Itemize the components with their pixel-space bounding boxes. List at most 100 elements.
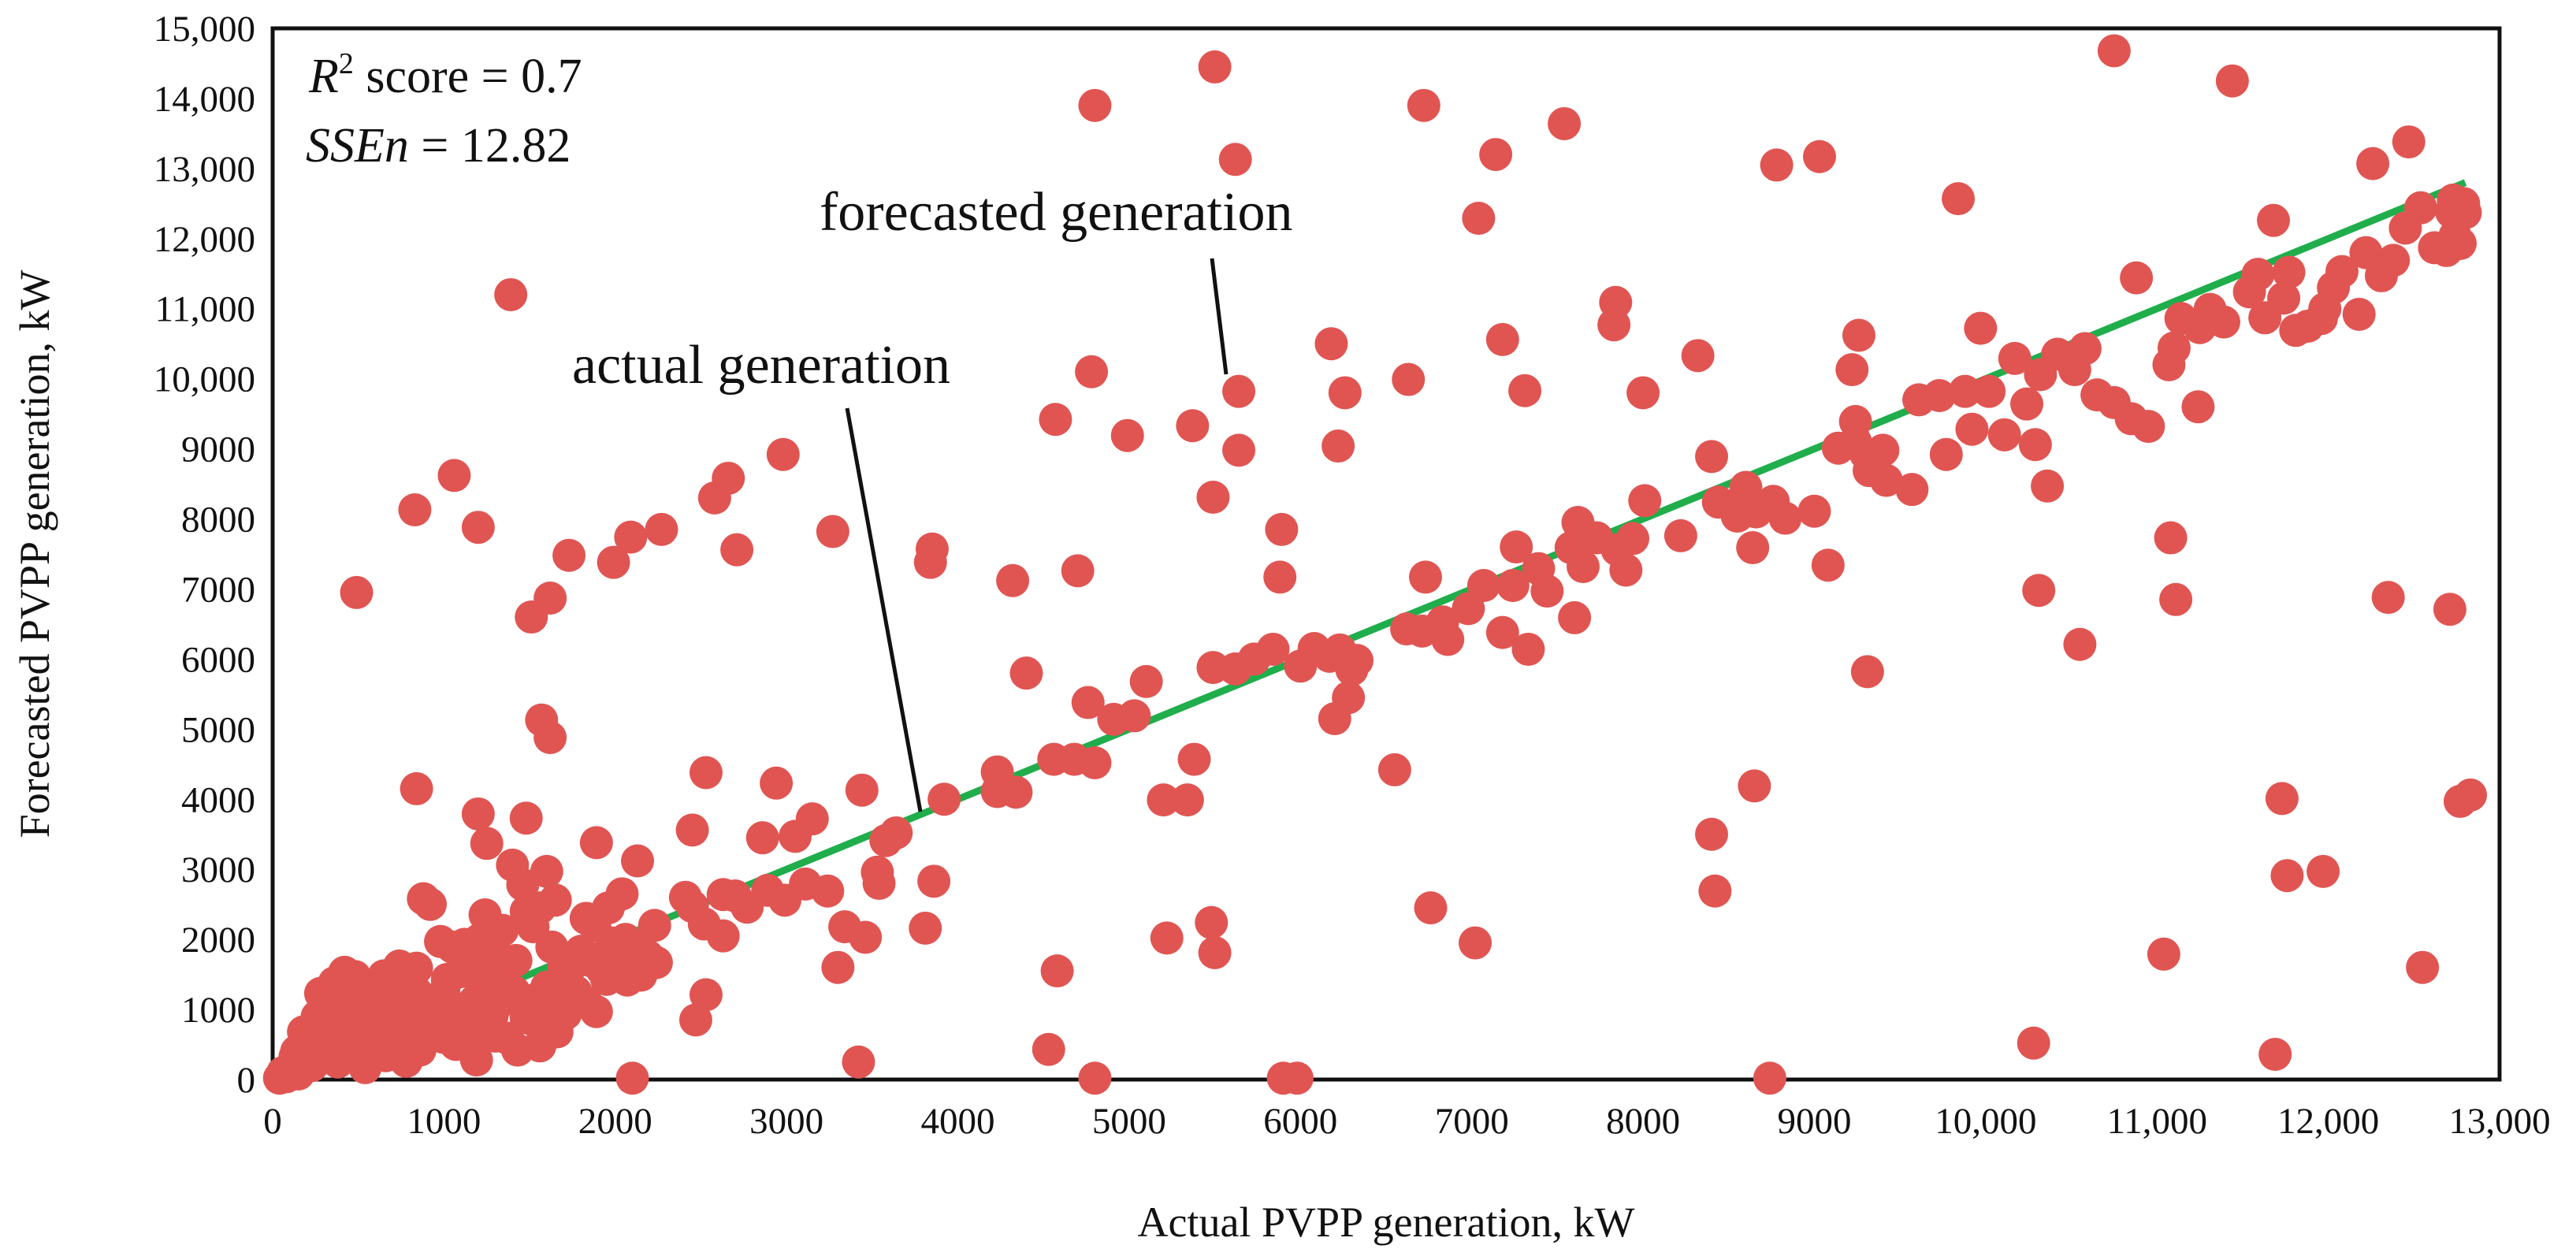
forecast-point <box>2325 255 2359 288</box>
forecast-point <box>1314 327 1348 361</box>
forecast-point <box>1681 339 1715 373</box>
forecast-point <box>2371 581 2405 615</box>
forecast-point <box>2031 469 2065 503</box>
x-tick-label: 1000 <box>407 1101 481 1142</box>
forecast-point <box>1265 512 1299 546</box>
forecast-point <box>398 492 432 526</box>
forecast-point <box>2063 627 2097 661</box>
forecast-point <box>1078 1061 1112 1095</box>
forecast-point <box>1129 664 1163 698</box>
forecast-point <box>389 1005 423 1039</box>
forecast-point <box>2307 854 2340 888</box>
forecast-point <box>915 532 949 566</box>
y-tick-label: 11,000 <box>154 289 255 330</box>
y-tick-label: 2000 <box>181 920 255 961</box>
forecast-point <box>2010 387 2044 421</box>
x-tick-label: 9000 <box>1777 1101 1851 1142</box>
forecast-point <box>328 955 362 989</box>
forecast-point <box>1500 530 1533 564</box>
forecast-point <box>1218 143 1252 177</box>
actual-generation-label: actual generation <box>572 335 950 396</box>
forecast-point <box>1485 615 1519 649</box>
forecast-point <box>407 882 440 916</box>
forecast-point <box>2454 778 2488 812</box>
forecast-point <box>2215 64 2249 98</box>
forecast-point <box>533 721 567 755</box>
y-tick-label: 7000 <box>181 569 255 610</box>
forecast-point <box>675 890 709 924</box>
plot-frame <box>270 26 2502 1082</box>
forecast-point <box>1616 522 1650 556</box>
y-tick-label: 0 <box>237 1060 256 1101</box>
forecast-point <box>1414 891 1448 925</box>
x-tick-label: 4000 <box>921 1101 995 1142</box>
forecast-point <box>1377 753 1411 786</box>
forecast-point <box>2097 34 2131 68</box>
forecast-point <box>2272 255 2306 289</box>
forecast-point <box>2356 147 2390 180</box>
forecast-point <box>1071 686 1105 719</box>
forecast-point <box>579 826 613 860</box>
y-tick-label: 6000 <box>181 639 255 680</box>
x-tick-label: 3000 <box>749 1101 823 1142</box>
x-tick-label: 7000 <box>1435 1101 1509 1142</box>
forecast-point <box>678 1003 712 1037</box>
forecast-point <box>509 894 543 928</box>
forecast-point <box>1760 148 1794 182</box>
forecast-point <box>1321 429 1355 463</box>
forecast-point <box>1736 530 1770 564</box>
forecast-point <box>996 563 1030 597</box>
forecast-point <box>1955 412 1989 446</box>
forecast-point <box>1972 374 2006 408</box>
forecast-point <box>424 924 458 958</box>
forecast-point <box>533 582 567 615</box>
forecast-point <box>552 538 586 572</box>
forecast-point <box>521 1006 555 1040</box>
forecast-point <box>821 950 855 984</box>
forecast-point <box>1496 569 1530 603</box>
y-axis-ticks: 0 1000 2000 3000 4000 5000 6000 7000 8000 9000 10,… <box>154 9 255 1101</box>
forecast-point <box>1431 623 1465 656</box>
forecast-point <box>1078 88 1112 122</box>
forecast-point <box>845 773 879 807</box>
forecast-point <box>1923 379 1957 413</box>
sse-text: SSEn = 12.82 <box>306 119 571 173</box>
y-tick-label: 13,000 <box>154 149 255 190</box>
forecast-point <box>372 968 406 1002</box>
forecast-point <box>2207 305 2241 339</box>
forecast-point <box>1176 409 1210 443</box>
forecast-point <box>1150 921 1184 955</box>
forecast-point <box>1698 874 1732 908</box>
forecast-point <box>2181 390 2215 424</box>
forecast-point <box>1479 138 1513 172</box>
forecast-point <box>927 782 961 816</box>
forecast-point <box>400 771 433 805</box>
forecast-point <box>461 511 495 545</box>
forecast-point <box>1039 403 1072 437</box>
forecast-point <box>1511 632 1545 666</box>
forecast-point <box>1942 182 1976 216</box>
forecast-point <box>1895 473 1929 507</box>
forecast-point <box>1222 433 1256 467</box>
forecast-point <box>1466 569 1500 603</box>
forecast-point <box>1866 433 1900 467</box>
forecast-point <box>1195 905 1229 939</box>
forecast-point <box>489 965 522 998</box>
y-tick-label: 9000 <box>181 429 255 470</box>
forecast-point <box>1392 362 1426 396</box>
forecast-point <box>909 911 942 945</box>
forecast-point <box>718 879 752 912</box>
forecast-point <box>1768 501 1802 535</box>
forecast-point <box>1597 308 1631 342</box>
forecast-point <box>2022 574 2056 608</box>
forecast-point <box>1407 88 1440 122</box>
forecast-point <box>689 756 723 790</box>
forecast-point <box>1850 655 1884 689</box>
forecast-point <box>1222 374 1256 408</box>
forecast-point <box>1738 769 1771 803</box>
forecast-point <box>1032 1032 1065 1066</box>
forecast-point <box>400 976 433 1009</box>
forecast-point <box>1530 574 1564 608</box>
y-tick-label: 10,000 <box>154 359 255 400</box>
forecast-point <box>1170 783 1204 817</box>
